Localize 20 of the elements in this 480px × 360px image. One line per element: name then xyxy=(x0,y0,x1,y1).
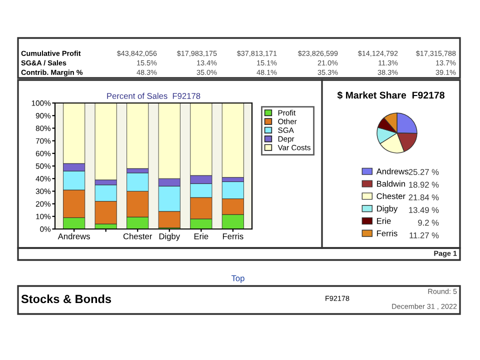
data-label: 11.27 % xyxy=(410,232,439,238)
legend-label: Erie xyxy=(377,218,391,224)
data-label: 21.84 % xyxy=(408,194,439,200)
chart-title: $ Market Share F92178 xyxy=(337,91,444,100)
text: Top xyxy=(231,275,244,283)
x-tick-label: Andrews xyxy=(58,233,90,240)
legend-label: Digby xyxy=(377,205,398,214)
legend-label: Chester xyxy=(376,193,406,200)
legend-label: Andrews xyxy=(376,168,408,174)
legend-label: Baldwin xyxy=(377,180,405,187)
data-label: 25.27 % xyxy=(408,169,439,175)
data-label: 9.2 % xyxy=(418,220,439,226)
x-tick-label: Erie xyxy=(194,233,208,240)
data-label: 13.49 % xyxy=(409,207,439,213)
chart-title: Percent of Sales F92178 xyxy=(107,92,200,99)
x-tick-label: Ferris xyxy=(222,233,244,240)
x-tick-label: Chester xyxy=(123,233,152,240)
text: Stocks & Bonds xyxy=(21,294,112,304)
data-label: 18.92 % xyxy=(409,182,439,188)
x-tick-label: Digby xyxy=(159,233,180,241)
